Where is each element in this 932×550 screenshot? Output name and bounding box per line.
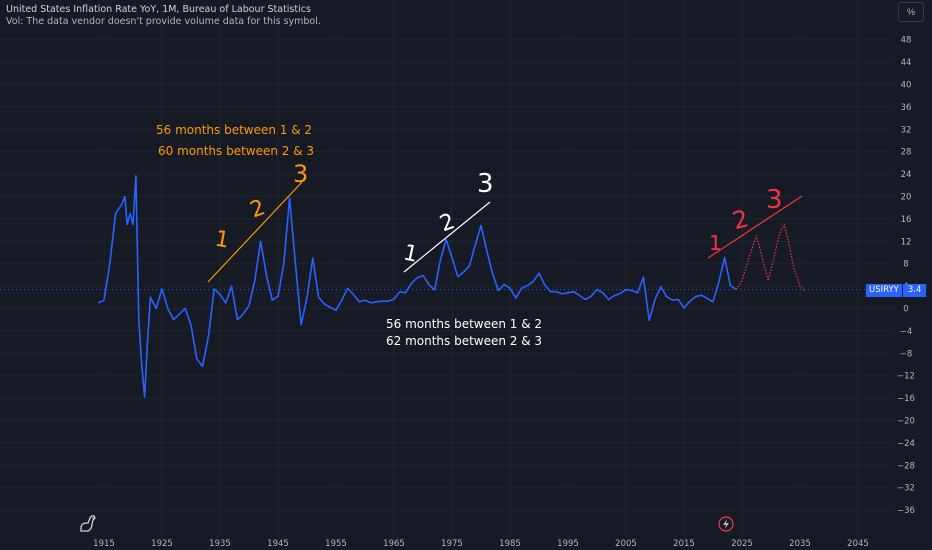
- y-tick-label: −36: [897, 506, 915, 516]
- y-axis[interactable]: 48444036322824201612840−4−8−12−16−20−24−…: [897, 36, 915, 516]
- x-tick-label: 2015: [673, 539, 695, 549]
- chart-title: United States Inflation Rate YoY, 1M, Bu…: [6, 4, 311, 15]
- x-tick-label: 2025: [731, 539, 753, 549]
- y-tick-label: −12: [897, 372, 915, 382]
- x-tick-label: 1985: [499, 539, 521, 549]
- x-tick-label: 2045: [847, 539, 869, 549]
- red-trendline[interactable]: [707, 195, 803, 259]
- y-tick-label: −20: [897, 417, 915, 427]
- orange-note-1: 56 months between 1 & 2: [156, 123, 313, 137]
- y-tick-label: 16: [901, 215, 912, 225]
- flash-icon[interactable]: [718, 516, 734, 532]
- x-tick-label: 1995: [557, 539, 579, 549]
- y-tick-label: 0: [903, 305, 908, 315]
- x-tick-label: 1915: [93, 539, 115, 549]
- last-value-label: 3.4: [902, 284, 927, 297]
- x-tick-label: 1935: [209, 539, 231, 549]
- chart-legend: United States Inflation Rate YoY, 1M, Bu…: [6, 4, 321, 28]
- y-tick-label: −4: [900, 327, 913, 337]
- inflation-series-line[interactable]: [97, 175, 737, 398]
- red-label-1: 1: [709, 231, 722, 255]
- series-layer: [97, 175, 807, 398]
- white-label-3: 3: [477, 169, 494, 199]
- tradingview-logo-icon[interactable]: [78, 512, 100, 534]
- symbol-label: USIRYY: [866, 284, 902, 297]
- white-label-2: 2: [437, 209, 459, 237]
- y-tick-label: 36: [901, 103, 912, 113]
- x-tick-label: 1925: [151, 539, 173, 549]
- white-label-1: 1: [401, 240, 420, 267]
- x-tick-label: 1975: [441, 539, 463, 549]
- y-tick-label: 44: [901, 58, 912, 68]
- red-label-2: 2: [730, 204, 752, 235]
- x-tick-label: 1955: [325, 539, 347, 549]
- y-tick-label: 8: [903, 260, 908, 270]
- y-tick-label: −8: [900, 349, 913, 359]
- red-label-3: 3: [766, 185, 783, 215]
- y-tick-label: 32: [901, 125, 912, 135]
- white-trendline[interactable]: [403, 201, 491, 273]
- y-tick-label: 40: [901, 81, 912, 91]
- orange-trendline[interactable]: [207, 181, 303, 283]
- y-tick-label: −32: [897, 484, 915, 494]
- x-tick-label: 1965: [383, 539, 405, 549]
- y-tick-label: 12: [901, 237, 912, 247]
- projection-series-line[interactable]: [735, 223, 807, 293]
- y-tick-label: 24: [901, 170, 912, 180]
- y-tick-label: −24: [897, 439, 915, 449]
- orange-label-1: 1: [213, 227, 231, 254]
- white-note-1: 56 months between 1 & 2: [386, 317, 543, 331]
- white-note-2: 62 months between 2 & 3: [386, 334, 543, 348]
- last-price-badge[interactable]: USIRYY 3.4: [866, 284, 927, 297]
- x-axis[interactable]: 1915 1925 1935 1945 1955 1965 1975 1985 1995 2005…: [93, 539, 869, 549]
- orange-label-3: 3: [293, 160, 308, 188]
- y-tick-label: −28: [897, 461, 915, 471]
- volume-note: Vol: The data vendor doesn't provide vol…: [6, 16, 321, 27]
- unit-button[interactable]: %: [898, 2, 924, 22]
- x-tick-label: 2035: [789, 539, 811, 549]
- x-tick-label: 2005: [615, 539, 637, 549]
- y-tick-label: 28: [901, 148, 912, 158]
- y-tick-label: 48: [901, 36, 912, 46]
- grid-lines: [0, 0, 894, 538]
- y-tick-label: 20: [901, 193, 912, 203]
- orange-note-2: 60 months between 2 & 3: [158, 144, 315, 158]
- x-tick-label: 1945: [267, 539, 289, 549]
- y-tick-label: −16: [897, 394, 915, 404]
